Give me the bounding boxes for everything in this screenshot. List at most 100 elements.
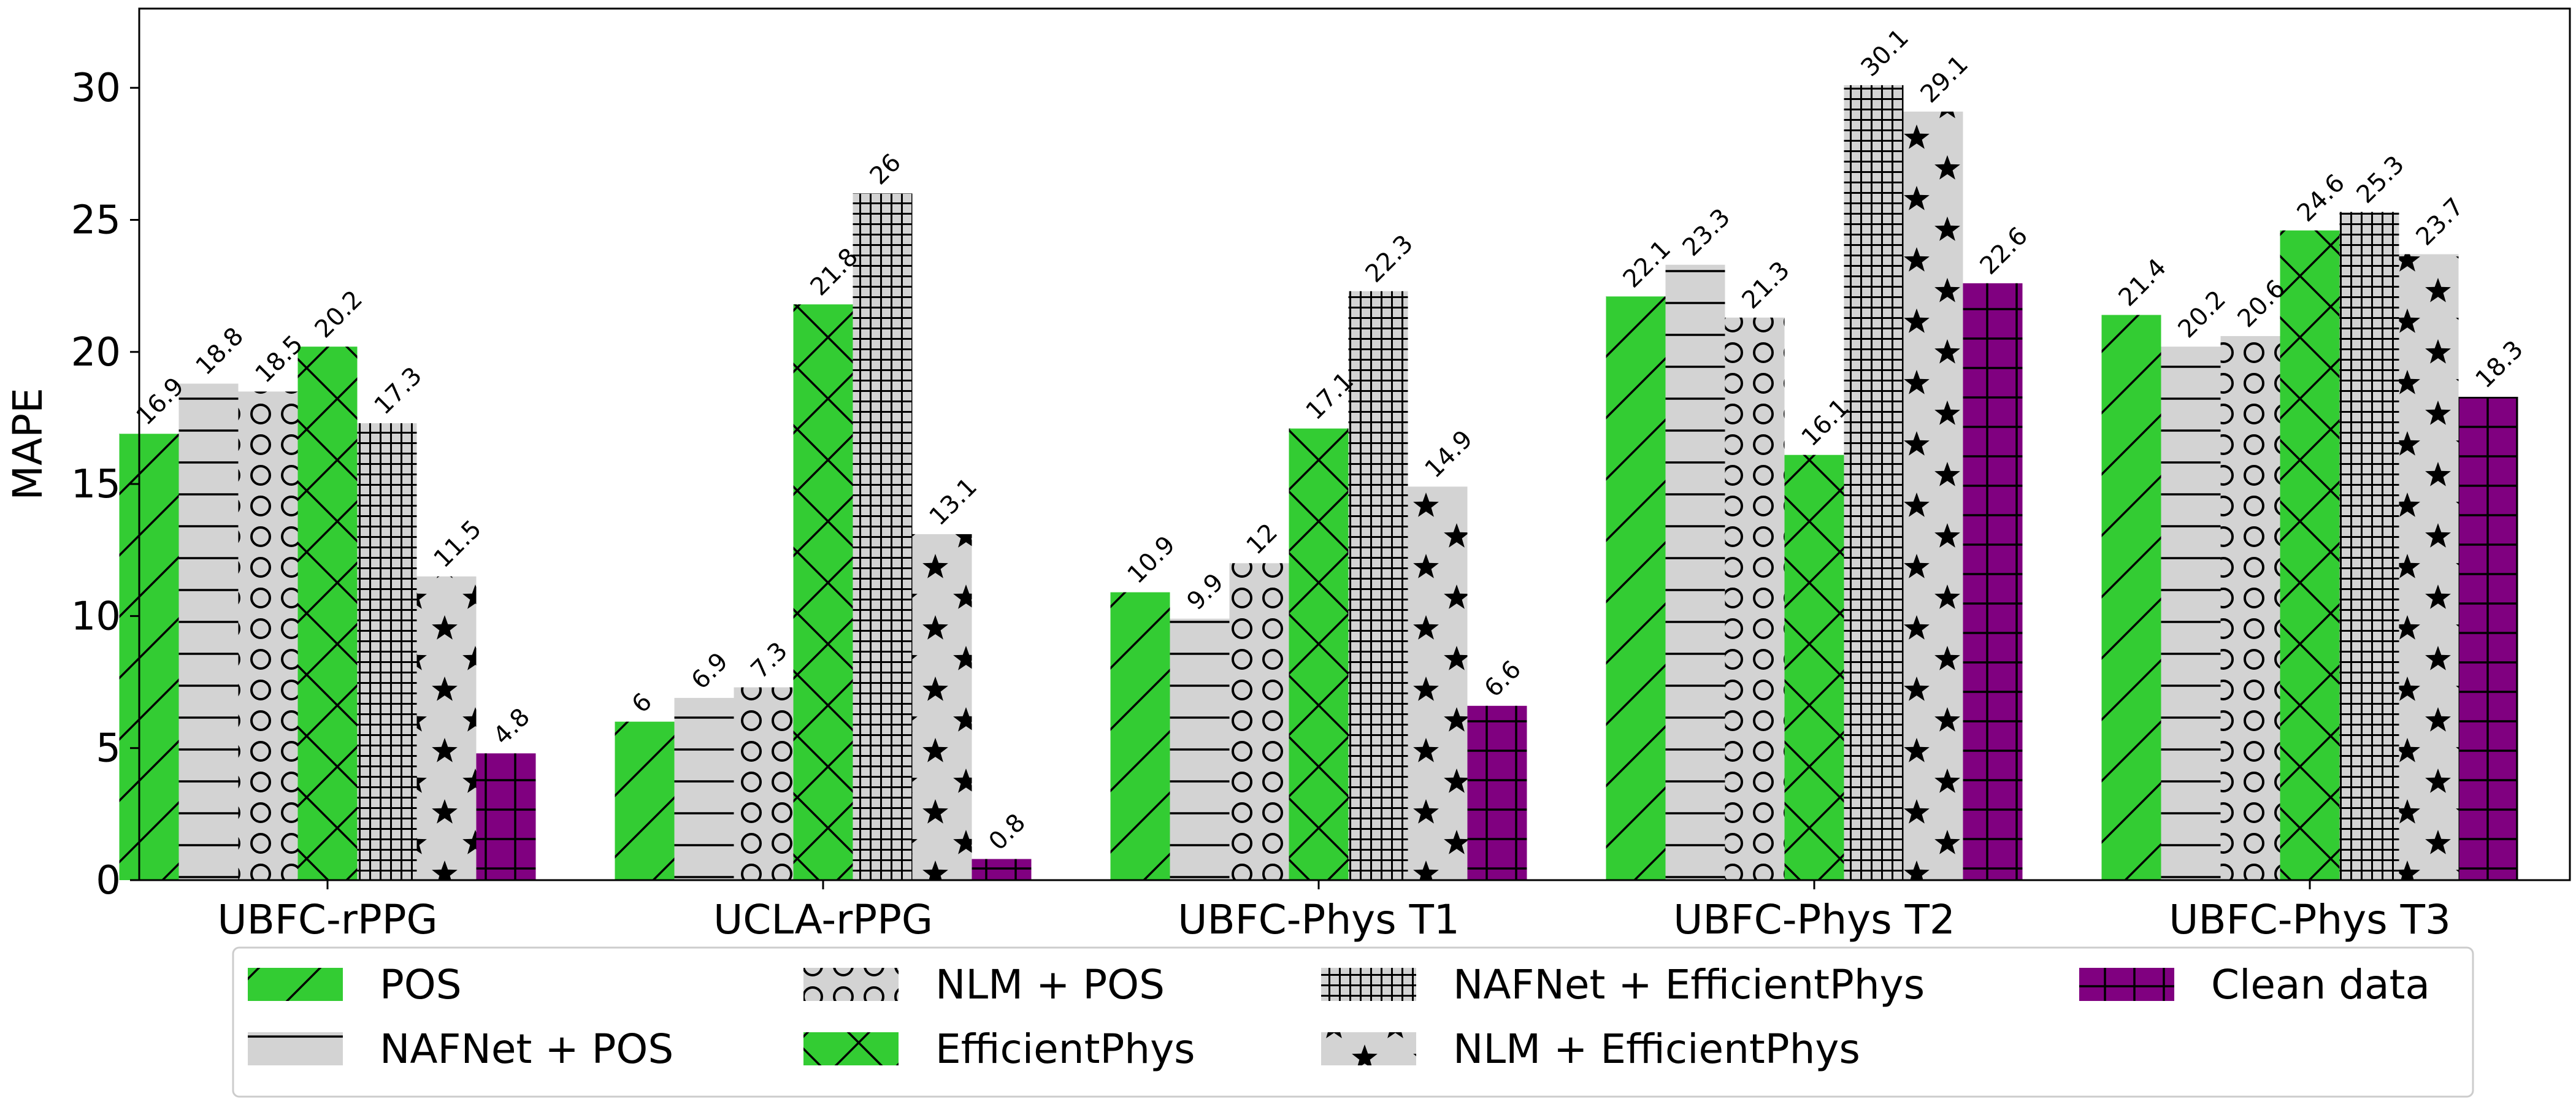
bar-nafnet-efficientphys-ubfc-rppg-hatch	[357, 423, 417, 880]
legend-item-pos: POS	[248, 961, 462, 1008]
bar-efficientphys-ucla-rppg-hatch	[793, 304, 853, 880]
legend-item-efficientphys: EfficientPhys	[803, 1025, 1195, 1073]
bar-efficientphys-ubfc-rppg-hatch	[297, 347, 358, 880]
y-tick-label: 30	[71, 66, 121, 111]
legend-label: NLM + EfficientPhys	[1453, 1025, 1860, 1073]
data-label-nafnet-pos-ubfc-phys-t3: 20.2	[2173, 285, 2232, 344]
bar-nafnet-pos-ubfc-phys-t3-hatch	[2161, 347, 2221, 880]
data-label-efficientphys-ubfc-rppg: 20.2	[310, 285, 369, 344]
bar-nafnet-pos-ubfc-rppg-hatch	[178, 383, 239, 880]
bar-nlm-efficientphys-ubfc-phys-t2-hatch	[1903, 111, 1963, 880]
y-tick-label: 0	[96, 858, 121, 903]
x-axis: UBFC-rPPG UCLA-rPPG UBFC-Phys T1 UBFC-Phys …	[217, 880, 2451, 943]
data-label-nlm-pos-ucla-rppg: 7.3	[746, 637, 794, 684]
y-tick-label: 20	[71, 330, 121, 375]
data-label-clean-data-ucla-rppg: 0.8	[984, 808, 1032, 856]
legend-label: NAFNet + POS	[380, 1025, 673, 1073]
data-label-nafnet-pos-ucla-rppg: 6.9	[686, 647, 734, 695]
y-tick-label: 25	[71, 197, 121, 243]
bar-pos-ubfc-rppg-hatch	[119, 434, 179, 880]
legend-swatch-hatch	[1321, 1032, 1416, 1065]
y-axis: 0 5 10 15 20 25 30	[71, 66, 139, 903]
bar-clean-data-ubfc-phys-t3-hatch	[2458, 396, 2518, 880]
legend-item-nafnet-efficientphys: NAFNet + EfficientPhys	[1321, 961, 1925, 1008]
legend-label: NLM + POS	[935, 961, 1165, 1008]
legend-item-nlm-efficientphys: NLM + EfficientPhys	[1321, 1025, 1860, 1073]
legend: POS NAFNet + POS NLM + POS EfficientPhys NAF…	[232, 946, 2474, 1098]
bar-pos-ubfc-phys-t2-hatch	[1606, 296, 1666, 880]
bar-nlm-pos-ubfc-rppg-hatch	[238, 391, 298, 880]
legend-item-nlm-pos: NLM + POS	[803, 961, 1165, 1008]
bar-nafnet-pos-ucla-rppg-hatch	[674, 697, 734, 880]
legend-swatch-hatch	[2079, 968, 2174, 1001]
bar-efficientphys-ubfc-phys-t2-hatch	[1784, 454, 1844, 880]
x-tick-label-ubfc-phys-t2: UBFC-Phys T2	[1673, 896, 1955, 943]
legend-frame	[232, 946, 2474, 1098]
legend-swatch-hatch	[1321, 968, 1416, 1001]
data-label-nlm-pos-ubfc-phys-t1: 12	[1241, 518, 1284, 561]
data-label-nafnet-pos-ubfc-rppg: 18.8	[191, 322, 250, 381]
bar-nafnet-efficientphys-ubfc-phys-t2-hatch	[1844, 85, 1904, 881]
bar-clean-data-ubfc-phys-t1-hatch	[1467, 705, 1527, 880]
bar-pos-ucla-rppg-hatch	[615, 721, 675, 880]
bar-nlm-pos-ubfc-phys-t1-hatch	[1229, 563, 1289, 880]
data-label-nlm-efficientphys-ubfc-rppg: 11.5	[429, 515, 488, 573]
bar-clean-data-ucla-rppg-hatch	[972, 859, 1032, 880]
data-label-nlm-efficientphys-ubfc-phys-t2: 29.1	[1915, 50, 1974, 109]
legend-label: POS	[380, 961, 462, 1008]
bar-nafnet-pos-ubfc-phys-t1-hatch	[1170, 618, 1230, 880]
y-tick-label: 10	[71, 594, 121, 639]
bar-clean-data-ubfc-phys-t2-hatch	[1963, 283, 2023, 880]
data-label-nafnet-efficientphys-ubfc-rppg: 17.3	[369, 362, 428, 421]
data-label-pos-ubfc-phys-t3: 21.4	[2114, 253, 2172, 312]
data-label-nlm-pos-ubfc-phys-t2: 21.3	[1737, 256, 1796, 315]
data-label-pos-ucla-rppg: 6	[627, 688, 658, 719]
x-tick-label-ubfc-rppg: UBFC-rPPG	[217, 896, 437, 943]
bar-nafnet-pos-ubfc-phys-t2-hatch	[1665, 264, 1725, 880]
data-label-pos-ubfc-phys-t1: 10.9	[1122, 531, 1181, 589]
bar-efficientphys-ubfc-phys-t3-hatch	[2280, 230, 2340, 880]
y-tick-label: 15	[71, 462, 121, 507]
bars-layer	[119, 85, 2518, 881]
bar-nafnet-efficientphys-ubfc-phys-t3-hatch	[2339, 212, 2399, 881]
data-label-nafnet-pos-ubfc-phys-t1: 9.9	[1182, 568, 1230, 616]
legend-label: Clean data	[2211, 961, 2430, 1008]
bar-nlm-efficientphys-ubfc-phys-t1-hatch	[1408, 486, 1468, 880]
y-axis-label: MAPE	[4, 388, 52, 500]
legend-swatch-hatch	[803, 1032, 899, 1065]
bar-nlm-efficientphys-ubfc-rppg-hatch	[416, 576, 477, 880]
bar-efficientphys-ubfc-phys-t1-hatch	[1289, 428, 1349, 880]
bar-nafnet-efficientphys-ubfc-phys-t1-hatch	[1348, 291, 1408, 880]
y-tick-label: 5	[96, 726, 121, 772]
legend-swatch-hatch	[248, 968, 343, 1001]
bar-pos-ubfc-phys-t1-hatch	[1110, 592, 1170, 880]
data-label-nafnet-efficientphys-ucla-rppg: 26	[865, 148, 907, 191]
data-label-nafnet-efficientphys-ubfc-phys-t2: 30.1	[1856, 23, 1915, 82]
x-tick-label-ucla-rppg: UCLA-rPPG	[713, 896, 933, 943]
legend-label: EfficientPhys	[935, 1025, 1195, 1073]
data-label-clean-data-ubfc-phys-t3: 18.3	[2471, 335, 2529, 394]
axes-layer	[138, 7, 2571, 881]
legend-swatch-hatch	[803, 968, 899, 1001]
bar-nlm-pos-ubfc-phys-t2-hatch	[1725, 317, 1785, 880]
legend-item-nafnet-pos: NAFNet + POS	[248, 1025, 673, 1073]
bar-nafnet-efficientphys-ucla-rppg-hatch	[853, 193, 913, 880]
bar-nlm-efficientphys-ucla-rppg-hatch	[912, 534, 972, 880]
bar-clean-data-ubfc-rppg-hatch	[476, 753, 536, 880]
data-label-nafnet-efficientphys-ubfc-phys-t1: 22.3	[1360, 229, 1419, 288]
data-label-nlm-efficientphys-ubfc-phys-t3: 23.7	[2411, 193, 2470, 251]
x-tick-label-ubfc-phys-t3: UBFC-Phys T3	[2169, 896, 2451, 943]
x-tick-label-ubfc-phys-t1: UBFC-Phys T1	[1178, 896, 1460, 943]
data-label-clean-data-ubfc-phys-t1: 6.6	[1479, 655, 1527, 703]
data-label-clean-data-ubfc-phys-t2: 22.6	[1975, 221, 2034, 280]
bar-nlm-pos-ubfc-phys-t3-hatch	[2220, 335, 2280, 880]
data-label-nafnet-pos-ubfc-phys-t2: 23.3	[1677, 203, 1736, 262]
data-label-nlm-efficientphys-ubfc-phys-t1: 14.9	[1420, 425, 1479, 484]
legend-item-clean-data: Clean data	[2079, 961, 2430, 1008]
data-label-clean-data-ubfc-rppg: 4.8	[488, 703, 536, 751]
data-label-nafnet-efficientphys-ubfc-phys-t3: 25.3	[2352, 150, 2410, 209]
bar-nlm-pos-ucla-rppg-hatch	[734, 687, 794, 880]
legend-label: NAFNet + EfficientPhys	[1453, 961, 1925, 1008]
data-label-nlm-efficientphys-ucla-rppg: 13.1	[924, 472, 983, 531]
